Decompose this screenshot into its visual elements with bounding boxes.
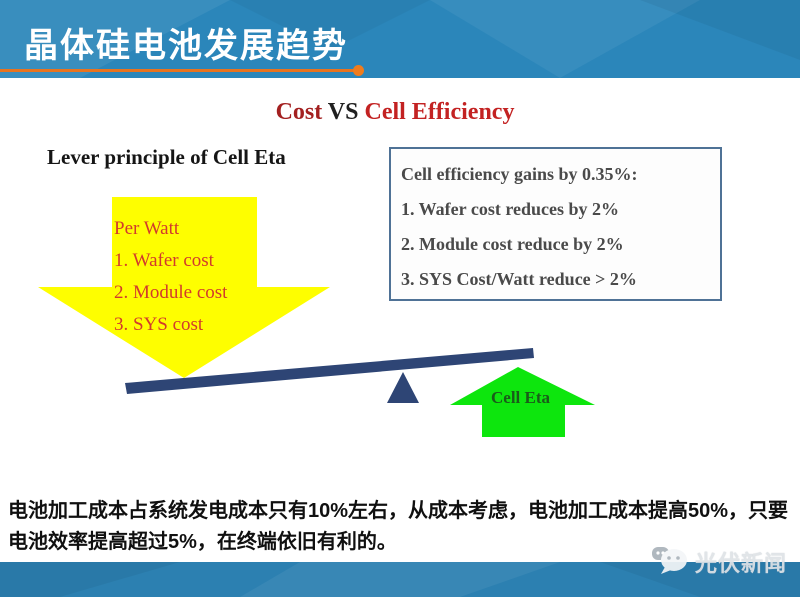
lever-principle-heading: Lever principle of Cell Eta: [47, 145, 286, 169]
efficiency-box-line: 3. SYS Cost/Watt reduce > 2%: [401, 269, 637, 289]
efficiency-box-line: Cell efficiency gains by 0.35%:: [401, 164, 638, 184]
cost-vs-efficiency-title: Cost VS Cell Efficiency: [0, 99, 790, 126]
title-underline: [0, 69, 356, 72]
efficiency-gains-box: Cell efficiency gains by 0.35%: 1. Wafer…: [389, 147, 722, 301]
fulcrum-triangle: [387, 372, 419, 403]
title-part-cost: Cost: [275, 99, 323, 125]
bottom-note: 电池加工成本占系统发电成本只有10%左右，从成本考虑，电池加工成本提高50%，只…: [8, 496, 796, 558]
cost-down-arrow-shape: [38, 197, 330, 378]
bottom-note-line: 电池效率提高超过5%，在终端依旧有利的。: [8, 531, 397, 553]
chat-bubbles-icon: [652, 547, 687, 574]
cost-arrow-line: 3. SYS cost: [114, 314, 204, 335]
slide-header: 晶体硅电池发展趋势: [0, 0, 800, 78]
title-part-efficiency: Cell Efficiency: [364, 99, 515, 125]
footer-facet-texture: [0, 562, 800, 597]
lever-shape: [125, 348, 534, 403]
cost-arrow-text: Per Watt 1. Wafer cost 2. Module cost 3.…: [114, 213, 227, 341]
slide-title: 晶体硅电池发展趋势: [24, 27, 348, 65]
lever-bar: [125, 348, 534, 394]
cost-arrow-line: Per Watt: [114, 218, 180, 239]
watermark: 光伏新闻: [651, 546, 787, 578]
cell-eta-label: Cell Eta: [491, 388, 551, 407]
bottom-note-line: 电池加工成本占系统发电成本只有10%左右，从成本考虑，电池加工成本提高50%，只…: [8, 500, 789, 522]
efficiency-box-line: 2. Module cost reduce by 2%: [401, 234, 624, 254]
cost-arrow-line: 1. Wafer cost: [114, 250, 214, 271]
eta-up-arrow-shape: [450, 367, 595, 437]
efficiency-box-line: 1. Wafer cost reduces by 2%: [401, 199, 619, 219]
cost-arrow-line: 2. Module cost: [114, 282, 228, 303]
title-part-vs: VS: [322, 99, 365, 125]
watermark-label: 光伏新闻: [695, 551, 788, 576]
header-facet-texture: [0, 0, 800, 78]
title-underline-dot: [353, 65, 364, 76]
